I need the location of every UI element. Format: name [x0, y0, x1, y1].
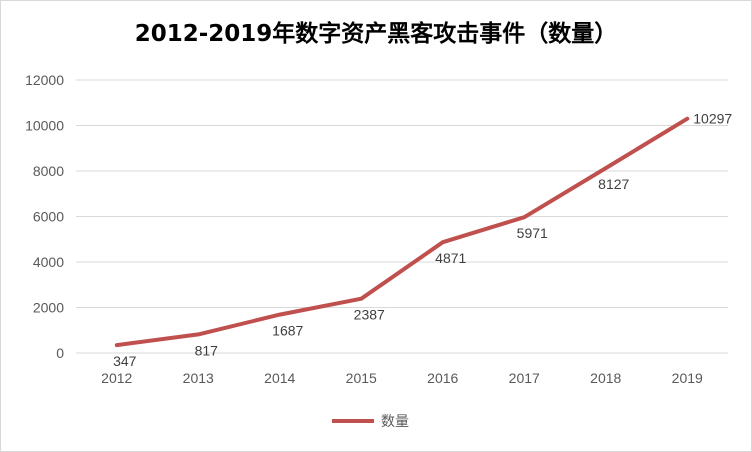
legend-label: 数量: [381, 414, 409, 430]
x-tick-label: 2018: [590, 370, 621, 386]
y-tick-label: 8000: [33, 163, 64, 179]
data-label: 4871: [435, 250, 466, 266]
y-tick-label: 0: [56, 345, 64, 361]
series-lines: [114, 116, 690, 348]
data-label: 8127: [598, 176, 629, 192]
y-axis-ticks: 0 2000 4000 6000 8000 10000 12000: [25, 72, 64, 361]
x-tick-label: 2016: [427, 370, 458, 386]
y-tick-label: 2000: [33, 300, 64, 316]
legend: 数量: [332, 414, 409, 430]
gridlines: [76, 79, 728, 354]
series-line: [114, 116, 690, 348]
x-tick-label: 2014: [264, 370, 295, 386]
y-tick-label: 12000: [25, 72, 64, 88]
x-tick-label: 2012: [101, 370, 132, 386]
data-labels: 347 817 1687 2387 4871 5971 8127 10297: [113, 111, 732, 369]
x-tick-label: 2019: [672, 370, 703, 386]
data-label: 1687: [272, 323, 303, 339]
x-axis-ticks: 2012 2013 2014 2015 2016 2017 2018 2019: [101, 370, 703, 386]
data-label: 5971: [517, 225, 548, 241]
y-tick-label: 4000: [33, 254, 64, 270]
y-tick-label: 6000: [33, 209, 64, 225]
x-tick-label: 2015: [346, 370, 377, 386]
data-label: 2387: [354, 307, 385, 323]
chart-title: 2012-2019年数字资产黑客攻击事件（数量）: [134, 21, 618, 47]
y-tick-label: 10000: [25, 118, 64, 134]
x-tick-label: 2013: [183, 370, 214, 386]
data-label: 347: [113, 353, 137, 369]
data-label: 10297: [693, 111, 732, 127]
x-tick-label: 2017: [509, 370, 540, 386]
data-label: 817: [195, 342, 219, 358]
